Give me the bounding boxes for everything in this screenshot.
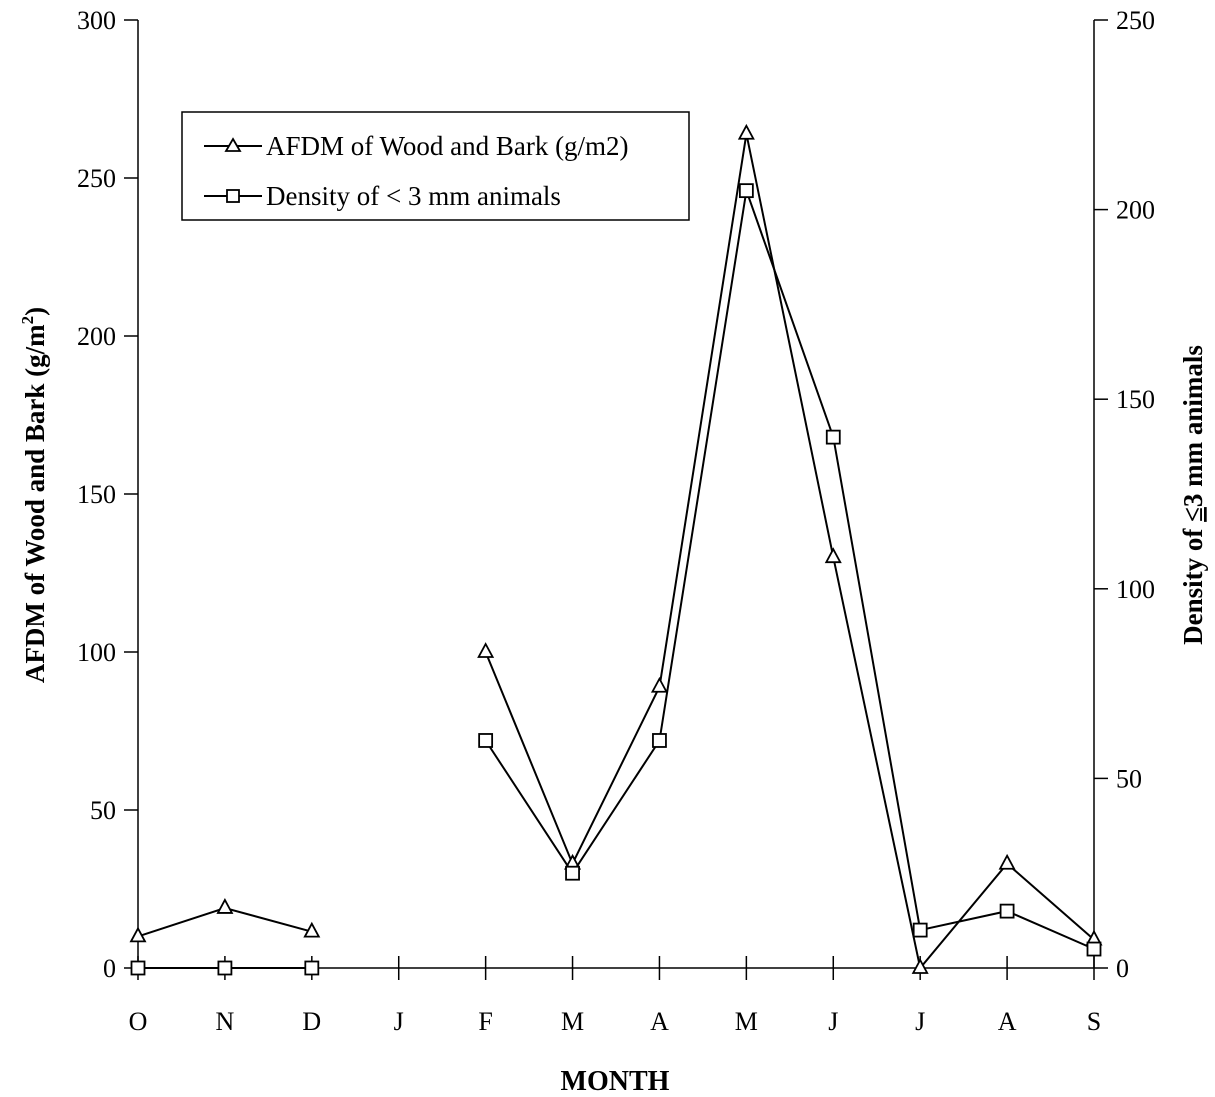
- afdm-point-marker: [303, 921, 321, 938]
- x-tick-label: N: [216, 1007, 235, 1036]
- afdm-point-marker: [477, 642, 495, 658]
- x-tick-label: O: [129, 1007, 148, 1036]
- x-tick-label: J: [828, 1007, 838, 1036]
- density-point-marker: [304, 960, 320, 976]
- density-point-marker: [217, 960, 233, 976]
- y-left-tick-label: 250: [77, 164, 116, 193]
- series-line-afdm: [484, 133, 1095, 971]
- afdm-point-marker: [824, 547, 842, 564]
- y-left-tick-label: 50: [90, 796, 116, 825]
- series-line-density: [484, 190, 1095, 950]
- axes: 0 50 100 150 200 250 300 0 50 100 150 200 250 O N D J F M A…: [77, 6, 1155, 1036]
- y-axis-right-label-symbol: ≤: [1178, 507, 1208, 522]
- x-tick-label: S: [1087, 1007, 1101, 1036]
- density-point-marker: [478, 733, 494, 748]
- afdm-point-marker: [216, 898, 234, 914]
- afdm-point-marker: [650, 676, 668, 693]
- x-tick-label: M: [561, 1007, 584, 1036]
- x-tick-label: M: [735, 1007, 758, 1036]
- legend-label-afdm: AFDM of Wood and Bark (g/m2): [266, 131, 629, 161]
- density-point-marker: [652, 733, 667, 748]
- y-left-tick-label: 300: [77, 6, 116, 35]
- density-point-marker: [565, 865, 580, 881]
- y-left-tick-label: 100: [77, 638, 116, 667]
- legend-label-density: Density of < 3 mm animals: [266, 181, 561, 211]
- x-tick-label: J: [915, 1007, 925, 1036]
- y-axis-left-label-main: AFDM of Wood and Bark (g/m: [20, 324, 50, 683]
- x-tick-label: F: [478, 1007, 492, 1036]
- x-tick-label: J: [394, 1007, 404, 1036]
- y-left-tick-label: 0: [103, 954, 116, 983]
- y-right-tick-label: 200: [1116, 196, 1155, 225]
- y-axis-right-label-suffix: 3 mm animals: [1178, 345, 1208, 507]
- y-right-tick-label: 100: [1116, 575, 1155, 604]
- density-point-marker: [999, 903, 1015, 919]
- afdm-point-marker: [737, 123, 755, 140]
- y-right-tick-label: 150: [1116, 385, 1155, 414]
- density-point-marker: [738, 183, 754, 199]
- x-tick-label: A: [998, 1007, 1017, 1036]
- legend: AFDM of Wood and Bark (g/m2) Density of …: [181, 111, 690, 221]
- series-layer: [129, 123, 1103, 976]
- legend-marker-triangle: [224, 137, 242, 152]
- y-right-tick-label: 0: [1116, 954, 1129, 983]
- y-right-tick-label: 50: [1116, 764, 1142, 793]
- x-tick-label: A: [650, 1007, 669, 1036]
- x-tick-label: D: [302, 1007, 321, 1036]
- y-left-tick-label: 150: [77, 480, 116, 509]
- y-right-tick-label: 250: [1116, 6, 1155, 35]
- legend-box: [181, 111, 690, 221]
- afdm-point-marker: [911, 958, 929, 974]
- y-axis-right-label: Density of ≤3 mm animals: [1178, 345, 1208, 645]
- y-axis-right-label-prefix: Density of: [1178, 522, 1208, 645]
- density-point-marker: [1086, 941, 1102, 957]
- y-axis-left-label: AFDM of Wood and Bark (g/m2): [18, 307, 50, 683]
- y-axis-left-label-superscript: 2: [18, 316, 37, 325]
- y-left-tick-label: 200: [77, 322, 116, 351]
- density-point-marker: [825, 429, 841, 445]
- afdm-point-marker: [129, 926, 147, 943]
- density-point-marker: [912, 922, 928, 938]
- density-point-marker: [130, 960, 146, 976]
- legend-marker-square: [226, 189, 240, 203]
- afdm-point-marker: [998, 853, 1016, 870]
- x-axis-label: MONTH: [561, 1066, 670, 1097]
- y-axis-left-label-tail: ): [20, 307, 50, 316]
